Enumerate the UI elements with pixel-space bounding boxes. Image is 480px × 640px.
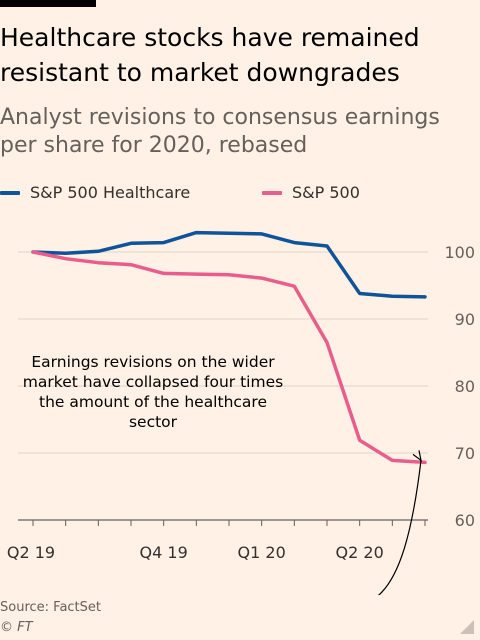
x-tick-label: Q2 20 bbox=[336, 543, 384, 562]
series-line-healthcare bbox=[31, 230, 427, 299]
y-tick-label: 90 bbox=[455, 310, 475, 329]
x-tick-label: Q1 20 bbox=[238, 543, 286, 562]
annotation-arrow bbox=[377, 460, 422, 595]
y-tick-label: 80 bbox=[455, 377, 475, 396]
y-tick-label: 70 bbox=[455, 444, 475, 463]
x-tick-label: Q4 19 bbox=[140, 543, 188, 562]
legend-item-healthcare: S&P 500 Healthcare bbox=[0, 183, 190, 202]
y-tick-label: 60 bbox=[455, 511, 475, 530]
source-note: Source: FactSet bbox=[0, 600, 102, 615]
x-tick-label: Q2 19 bbox=[7, 543, 55, 562]
chart-annotation: Earnings revisions on the wider market h… bbox=[22, 353, 284, 431]
y-tick-label: 100 bbox=[444, 243, 475, 262]
brand-bar bbox=[0, 0, 96, 7]
chart-title: Healthcare stocks have remained resistan… bbox=[0, 23, 420, 87]
legend-swatch-sp500 bbox=[262, 190, 282, 195]
chart-legend: S&P 500 Healthcare S&P 500 bbox=[0, 183, 470, 207]
corner-fold-icon bbox=[460, 620, 474, 634]
line-chart: 60 70 80 90 100 Q2 19 Q4 19 Q1 20 Q2 20 bbox=[7, 230, 475, 595]
chart-subtitle: Analyst revisions to consensus earnings … bbox=[0, 105, 440, 158]
legend-label-healthcare: S&P 500 Healthcare bbox=[30, 183, 191, 202]
copyright-note: © FT bbox=[0, 620, 33, 635]
legend-label-sp500: S&P 500 bbox=[292, 183, 360, 202]
annotation-arrowhead bbox=[412, 450, 422, 462]
legend-swatch-healthcare bbox=[0, 190, 20, 195]
legend-item-sp500: S&P 500 bbox=[262, 183, 360, 202]
